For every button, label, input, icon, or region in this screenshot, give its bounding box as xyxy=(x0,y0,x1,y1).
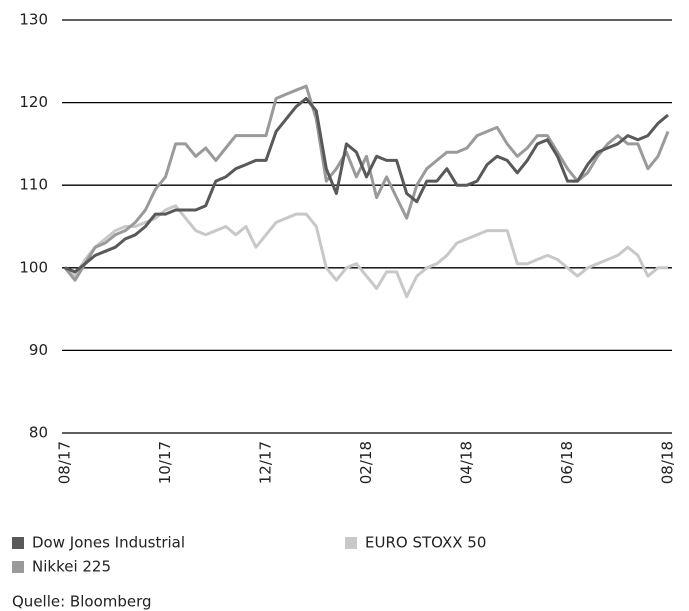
legend-swatch xyxy=(345,537,357,549)
y-tick-label: 130 xyxy=(19,11,48,29)
x-tick-label: 08/17 xyxy=(56,441,74,484)
x-tick-label: 04/18 xyxy=(458,441,476,484)
x-tick-label: 12/17 xyxy=(257,441,275,484)
legend-label: EURO STOXX 50 xyxy=(365,534,486,552)
legend-swatch xyxy=(12,561,24,573)
x-tick-label: 06/18 xyxy=(558,441,576,484)
source-note: Quelle: Bloomberg xyxy=(12,593,152,611)
y-tick-label: 80 xyxy=(29,424,48,442)
series-line xyxy=(63,84,670,282)
y-tick-label: 110 xyxy=(19,176,48,194)
y-tick-label: 100 xyxy=(19,258,48,276)
series-line xyxy=(64,204,668,299)
x-tick-label: 08/18 xyxy=(659,441,677,484)
legend-label: Nikkei 225 xyxy=(32,558,111,576)
x-tick-label: 10/17 xyxy=(156,441,174,484)
x-tick-label: 02/18 xyxy=(357,441,375,484)
y-tick-label: 120 xyxy=(19,93,48,111)
series-line xyxy=(64,97,669,274)
legend-swatch xyxy=(12,537,24,549)
legend-label: Dow Jones Industrial xyxy=(32,534,185,552)
y-tick-label: 90 xyxy=(29,341,48,359)
